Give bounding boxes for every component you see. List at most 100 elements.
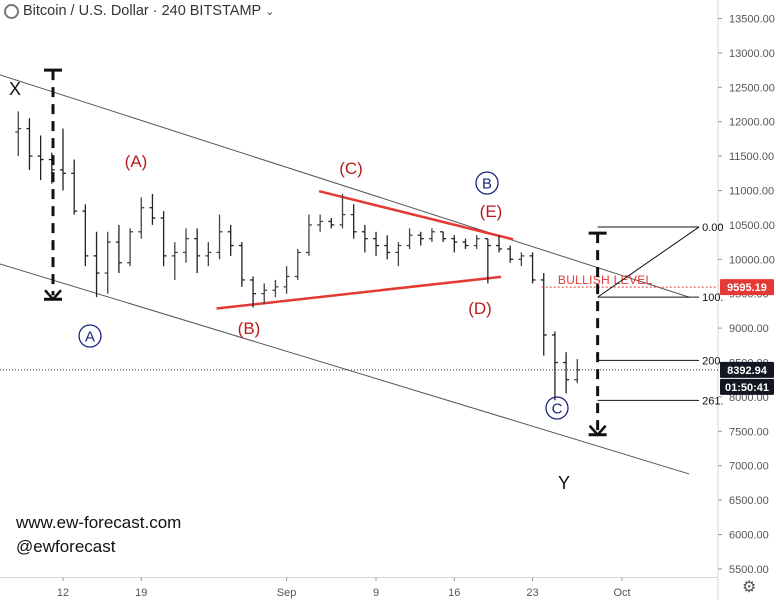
price-tick-label: 6000.00: [729, 530, 769, 542]
wave-label-c-circled-circle: [545, 396, 569, 420]
last-price-tag-bg: [720, 361, 774, 378]
ohlc-bar: [82, 204, 89, 267]
wave-label-a-paren: (A): [125, 152, 148, 171]
ohlc-bar: [373, 231, 380, 256]
watermark-site: www.ew-forecast.com: [16, 513, 182, 532]
bar-countdown-tag-bg: [720, 378, 774, 395]
ohlc-bar: [563, 352, 570, 394]
ohlc-bar: [462, 238, 469, 249]
ohlc-bar: [26, 118, 33, 170]
ohlc-bar: [473, 235, 480, 249]
price-tick-label: 7000.00: [729, 461, 769, 473]
time-tick-label: 23: [526, 587, 538, 599]
ohlc-bar: [15, 111, 22, 157]
fib-level-label: 261.: [702, 395, 723, 407]
ohlc-bar: [149, 193, 156, 225]
ohlc-bar: [518, 252, 525, 267]
price-tick-label: 11500.00: [729, 151, 774, 163]
time-tick-label: 19: [135, 587, 147, 599]
time-tick-label: 9: [373, 587, 379, 599]
wave-label-b-paren: (B): [238, 319, 261, 338]
symbol-title: Bitcoin / U.S. Dollar: [23, 3, 149, 19]
ohlc-bar: [305, 214, 312, 256]
gear-icon[interactable]: ⚙: [742, 579, 757, 596]
ohlc-bar: [272, 279, 279, 298]
wave-label-a-circled: A: [85, 329, 95, 346]
fib-level-label: 0.00: [702, 222, 723, 234]
ohlc-bar: [104, 231, 111, 294]
wave-label-x: X: [9, 79, 21, 99]
triangle-upper-line: [318, 189, 514, 241]
ohlc-bar: [551, 331, 558, 401]
ohlc-bar: [428, 228, 435, 243]
price-tick-label: 7500.00: [729, 426, 769, 438]
ohlc-bar: [339, 193, 346, 229]
last-price-tag: 8392.94: [727, 365, 768, 377]
fib-level-label: 200.: [702, 355, 723, 367]
ohlc-bar: [529, 252, 536, 284]
ohlc-bar: [194, 228, 201, 274]
ohlc-bar: [71, 159, 78, 215]
wave-label-c-circled: C: [552, 401, 563, 418]
title-separator: ·: [152, 3, 158, 19]
wave-label-d-paren: (D): [468, 299, 492, 318]
ohlc-bar: [93, 231, 100, 298]
ohlc-bar: [507, 245, 514, 263]
ohlc-bar: [250, 276, 257, 308]
time-tick-label: 16: [448, 587, 460, 599]
chevron-down-icon[interactable]: ⌄: [265, 5, 275, 18]
bar-countdown-tag: 01:50:41: [725, 382, 769, 394]
ohlc-series: [15, 111, 581, 401]
exchange-label: BITSTAMP: [189, 3, 262, 19]
ohlc-bar: [406, 228, 413, 249]
price-tick-label: 13500.00: [729, 14, 775, 26]
triangle-lower-line: [216, 275, 502, 310]
interval-label: 240: [161, 3, 186, 19]
channel-lower-line: [0, 263, 690, 475]
ohlc-bar: [37, 135, 44, 181]
ohlc-bar: [317, 214, 324, 232]
ohlc-bar: [138, 197, 145, 239]
ohlc-bar: [328, 218, 335, 229]
wave-label-a-circled-circle: [78, 324, 102, 348]
watermark-handle: @ewforecast: [16, 537, 116, 556]
symbol-status-icon: [4, 3, 19, 19]
ohlc-bar: [395, 242, 402, 267]
time-tick-label: 12: [57, 587, 69, 599]
price-tick-label: 13000.00: [729, 48, 775, 60]
bullish-level-label: BULLISH LEVEL: [558, 273, 653, 287]
symbol-header[interactable]: Bitcoin / U.S. Dollar · 240 BITSTAMP ⌄: [0, 0, 274, 22]
ohlc-bar: [496, 235, 503, 253]
ohlc-bar: [115, 224, 122, 274]
price-tick-label: 10500.00: [729, 220, 775, 232]
time-tick-label: Sep: [277, 587, 297, 599]
ohlc-bar: [171, 242, 178, 280]
level-price-tag-bg: [720, 279, 774, 296]
wave-label-e-paren: (E): [480, 202, 503, 221]
price-tick-label: 12500.00: [729, 82, 775, 94]
wave-label-b-circled-circle: [475, 171, 499, 195]
ohlc-bar: [261, 283, 268, 305]
ohlc-bar: [283, 266, 290, 294]
price-tick-label: 8000.00: [729, 392, 769, 404]
ohlc-bar: [205, 242, 212, 267]
ohlc-bar: [294, 248, 301, 280]
price-tick-label: 5500.00: [729, 564, 769, 576]
price-tick-label: 11000.00: [729, 186, 774, 198]
price-tick-label: 10000.00: [729, 254, 775, 266]
level-price-tag: 9595.19: [727, 282, 767, 294]
ohlc-bar: [384, 235, 391, 260]
price-tick-label: 9000.00: [729, 323, 769, 335]
channel-upper-line: [0, 74, 690, 298]
ohlc-bar: [216, 214, 223, 260]
ohlc-bar: [361, 224, 368, 253]
fib-diagonal-line: [597, 226, 700, 298]
ohlc-bar: [451, 235, 458, 253]
ohlc-bar: [440, 231, 447, 243]
ohlc-bar: [227, 224, 234, 256]
ohlc-bar: [417, 231, 424, 246]
ohlc-bar: [182, 228, 189, 263]
wave-label-b-circled: B: [482, 176, 492, 193]
